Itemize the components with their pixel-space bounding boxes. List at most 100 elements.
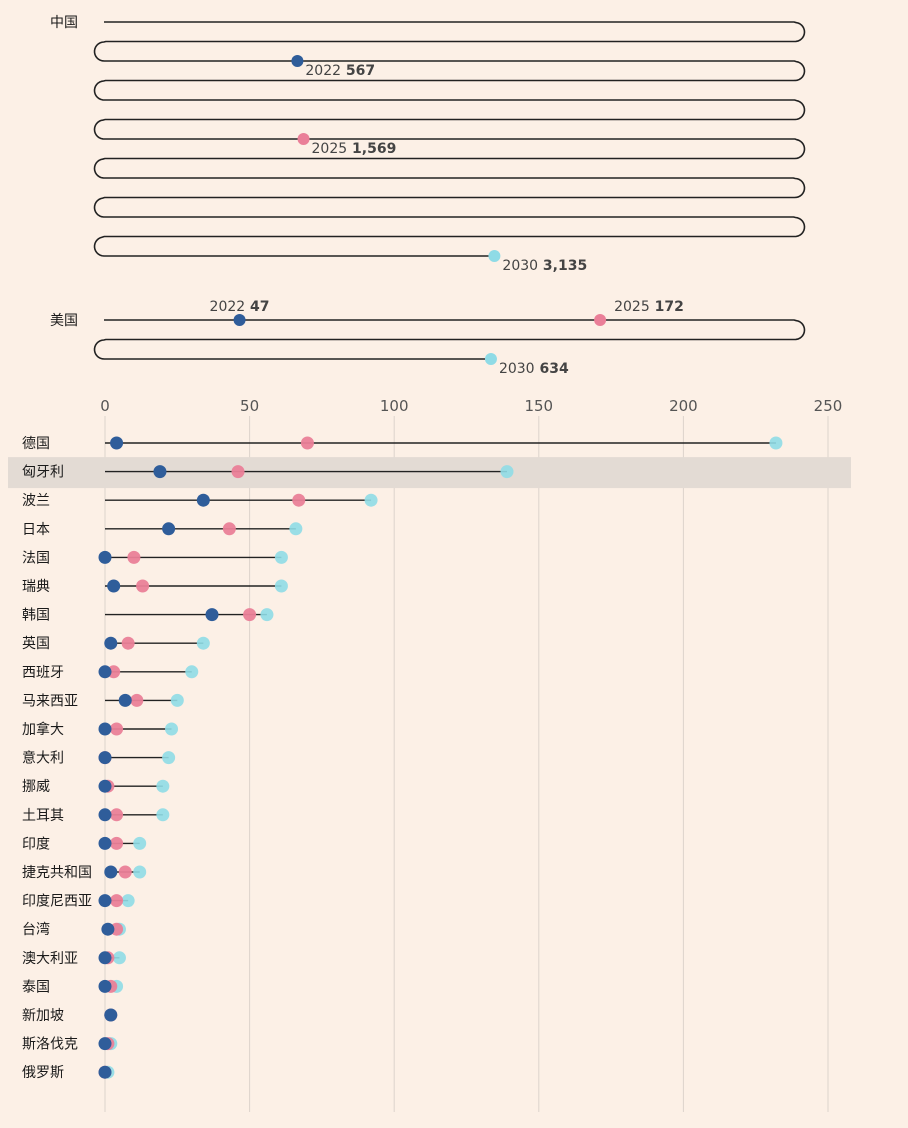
country-label: 印度: [22, 836, 50, 852]
dot-2030: [112, 951, 126, 965]
dot-2022: [101, 922, 115, 936]
dot-2022: [110, 436, 124, 450]
row-e7919ee585b8: 瑞典: [22, 579, 288, 595]
dot-2025: [594, 314, 607, 326]
country-label: 泰国: [22, 979, 50, 995]
country-label: 挪威: [22, 779, 50, 795]
snake-row-e7be8ee59bbd: 美国 2022 47 2025 172 2030 634: [50, 299, 806, 377]
dot-2022: [196, 493, 210, 507]
country-label: 捷克共和国: [22, 865, 92, 881]
country-label: 匈牙利: [22, 465, 64, 481]
dumbbell-rows: 德国匈牙利波兰日本法国瑞典韩国英国西班牙马来西亚加拿大意大利挪威土耳其印度捷克共…: [22, 436, 783, 1081]
row-e58aa0e68bbfe5a4a7: 加拿大: [22, 721, 179, 738]
dot-2030: [289, 522, 303, 536]
dot-2030: [121, 894, 135, 908]
x-tick-label: 0: [100, 397, 110, 415]
row-e6beb3e5a4a7e588a9e4ba9a: 澳大利亚: [22, 951, 126, 967]
dot-2022: [153, 465, 167, 479]
country-label: 马来西亚: [22, 693, 78, 709]
row-e696afe6b49be4bc90e5858b: 斯洛伐克: [22, 1037, 118, 1053]
x-tick-label: 100: [380, 397, 409, 415]
dot-2022: [98, 550, 112, 564]
label-year: 2025: [312, 141, 348, 157]
dot-2025: [243, 608, 257, 622]
snake-line: [93, 21, 806, 257]
value-label-2025: 2025 172: [614, 299, 684, 315]
row-e58db0e5baa6: 印度: [22, 836, 147, 852]
dot-2022: [98, 894, 112, 908]
row-e6848fe5a4a7e588a9: 意大利: [22, 750, 176, 767]
dot-2025: [110, 808, 124, 822]
value-label-2030: 2030 3,135: [502, 258, 587, 274]
dot-2022: [205, 608, 219, 622]
country-label: 印度尼西亚: [22, 894, 92, 910]
dot-2025: [130, 693, 144, 707]
dot-2025: [300, 436, 314, 450]
dot-2030: [170, 693, 184, 707]
country-label: 意大利: [22, 750, 64, 767]
country-label: 新加坡: [22, 1008, 64, 1024]
dot-2022: [98, 1037, 112, 1051]
row-e88bb1e59bbd: 英国: [22, 635, 210, 652]
dot-2030: [260, 608, 274, 622]
country-label: 美国: [50, 313, 78, 329]
dot-2025: [110, 722, 124, 736]
x-tick-label: 50: [240, 397, 259, 415]
dot-2025: [136, 579, 150, 593]
country-label: 波兰: [22, 493, 50, 509]
country-label: 英国: [22, 635, 50, 652]
label-value: 1,569: [347, 141, 396, 157]
dot-2022: [98, 1065, 112, 1079]
row-e6b3b0e59bbd: 泰国: [22, 979, 124, 995]
label-year: 2030: [499, 361, 535, 377]
row-e68db7e5858be585b1e5928ce59bbd: 捷克共和国: [22, 865, 147, 881]
row-e5beb7e59bbd: 德国: [22, 436, 783, 452]
value-label-2025: 2025 1,569: [312, 141, 397, 157]
dot-2022: [291, 55, 304, 67]
row-e697a5e69cac: 日本: [22, 522, 303, 538]
dot-2025: [121, 636, 135, 650]
dot-2025: [222, 522, 236, 536]
dot-2025: [110, 836, 124, 850]
x-tick-label: 250: [814, 397, 843, 415]
country-label: 土耳其: [22, 808, 64, 824]
row-e58fb0e6b9be: 台湾: [22, 921, 126, 938]
dot-2025: [118, 865, 132, 879]
dot-2030: [133, 865, 147, 879]
country-label: 德国: [22, 436, 50, 452]
country-label: 西班牙: [22, 665, 64, 681]
row-e696b0e58aa0e59da1: 新加坡: [22, 1008, 118, 1024]
country-label: 韩国: [22, 608, 50, 624]
label-year: 2022: [210, 299, 246, 315]
row-e58db0e5baa6e5b0bce8a5bfe4ba9a: 印度尼西亚: [22, 894, 135, 910]
country-label: 澳大利亚: [22, 951, 78, 967]
row-e99fa9e59bbd: 韩国: [22, 608, 274, 624]
x-tick-label: 150: [524, 397, 553, 415]
dot-2030: [165, 722, 179, 736]
dot-2030: [364, 493, 378, 507]
dot-2030: [133, 836, 147, 850]
dot-2030: [488, 250, 501, 262]
country-label: 法国: [22, 550, 50, 566]
snake-row-e4b8ade59bbd: 中国 2022 567 2025 1,569 2030 3,135: [50, 15, 806, 274]
label-year: 2025: [614, 299, 650, 315]
country-label: 日本: [22, 522, 50, 538]
country-label: 中国: [50, 15, 78, 31]
dot-2030: [769, 436, 783, 450]
dot-2022: [104, 865, 118, 879]
dot-2030: [156, 779, 170, 793]
dot-2030: [500, 465, 514, 479]
row-e8a5bfe78fade78999: 西班牙: [22, 665, 199, 681]
country-label: 加拿大: [22, 721, 64, 738]
label-value: 47: [245, 299, 269, 315]
row-e59c9fe880b3e585b6: 土耳其: [22, 808, 170, 824]
dot-2025: [110, 894, 124, 908]
label-year: 2022: [305, 63, 341, 79]
snake-line: [93, 319, 806, 360]
dot-2022: [98, 665, 112, 679]
label-value: 567: [341, 63, 375, 79]
country-label: 台湾: [22, 921, 50, 938]
row-e6b395e59bbd: 法国: [22, 550, 288, 566]
